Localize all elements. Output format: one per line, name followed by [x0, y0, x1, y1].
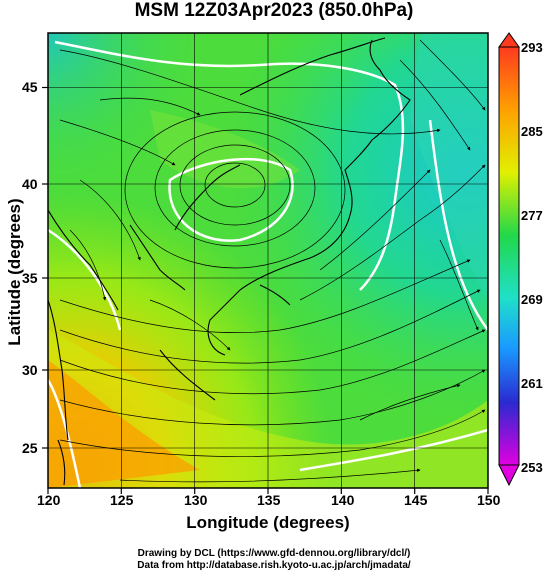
x-tick-label: 125 [110, 492, 134, 508]
x-tick-label: 145 [404, 492, 428, 508]
y-tick-label: 45 [22, 79, 38, 95]
colorbar-label: 277 [521, 208, 543, 223]
colorbar-gradient [498, 46, 520, 466]
colorbar-label: 253 [521, 460, 543, 475]
colorbar-label: 269 [521, 292, 543, 307]
coastlines [48, 37, 411, 486]
y-axis-label: Latitude (degrees) [5, 198, 24, 346]
y-tick-label: 35 [22, 270, 38, 286]
axis-ticks [42, 86, 489, 494]
x-tick-label: 130 [184, 492, 208, 508]
wind-streamlines [59, 39, 486, 483]
colorbar-label: 261 [521, 376, 543, 391]
lat-lon-grid [48, 33, 488, 488]
colorbar-top-arrow [498, 32, 520, 48]
x-tick-label: 140 [331, 492, 355, 508]
x-tick-label: 135 [257, 492, 281, 508]
colorbar-label: 285 [521, 124, 543, 139]
credit-drawing: Drawing by DCL (https://www.gfd-dennou.o… [137, 548, 411, 559]
x-axis-label: Longitude (degrees) [186, 513, 350, 532]
colorbar-bottom-arrow [498, 464, 520, 487]
colorbar-label: 293 [521, 40, 543, 55]
colorbar [498, 32, 520, 487]
x-tick-label: 150 [477, 492, 501, 508]
x-tick-label: 120 [37, 492, 61, 508]
credit-data: Data from http://database.rish.kyoto-u.a… [137, 560, 411, 571]
map-title: MSM 12Z03Apr2023 (850.0hPa) [134, 0, 414, 21]
y-tick-label: 25 [22, 440, 38, 456]
map-plot-area [48, 33, 488, 488]
y-tick-label: 40 [22, 176, 38, 192]
y-tick-label: 30 [22, 362, 38, 378]
